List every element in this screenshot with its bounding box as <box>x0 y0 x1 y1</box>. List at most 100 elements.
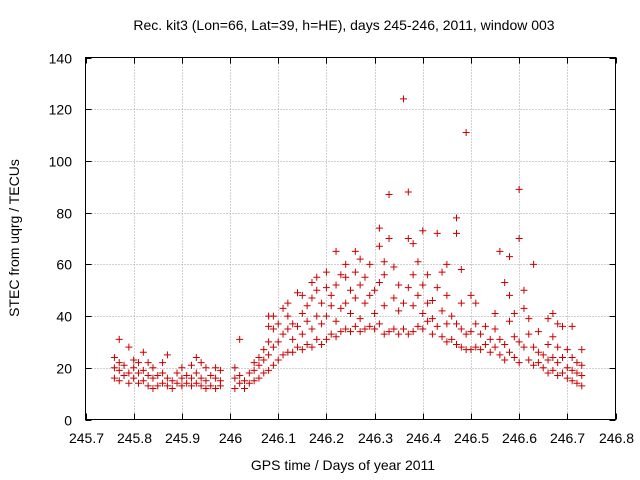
data-point <box>534 359 542 367</box>
data-point <box>491 309 499 317</box>
data-point <box>506 317 513 325</box>
data-point <box>462 330 470 338</box>
data-point <box>486 335 494 343</box>
data-point <box>115 377 123 385</box>
data-point <box>361 299 369 307</box>
y-tick-label: 60 <box>56 257 72 273</box>
data-point <box>294 322 301 330</box>
data-point <box>520 304 528 312</box>
data-point <box>467 346 475 354</box>
data-point <box>342 299 350 307</box>
data-point <box>135 379 142 387</box>
data-point <box>515 185 523 193</box>
data-point <box>375 224 383 232</box>
y-tick-label: 140 <box>49 51 73 67</box>
data-point <box>265 322 273 330</box>
data-point <box>351 268 359 276</box>
data-point <box>347 309 354 317</box>
data-point <box>366 322 374 330</box>
data-point <box>438 268 446 276</box>
data-point <box>188 361 195 369</box>
data-point <box>409 328 417 336</box>
data-point <box>183 379 191 387</box>
data-point <box>356 281 364 289</box>
data-point <box>534 348 542 356</box>
data-point <box>534 328 542 336</box>
data-point <box>380 271 388 279</box>
data-point <box>322 312 330 320</box>
data-point <box>361 325 369 333</box>
data-point <box>207 372 215 380</box>
data-point <box>356 328 364 336</box>
data-point <box>539 364 547 372</box>
y-tick-label: 0 <box>64 413 72 429</box>
data-point <box>573 359 581 367</box>
data-point <box>559 322 566 330</box>
plot-frame <box>85 57 616 420</box>
data-point <box>453 341 460 349</box>
data-point <box>163 382 171 390</box>
data-point <box>424 317 432 325</box>
data-point <box>477 330 485 338</box>
data-point <box>294 289 301 297</box>
data-point <box>530 260 538 268</box>
data-point <box>178 364 186 372</box>
data-point <box>318 299 326 307</box>
data-point <box>568 353 576 361</box>
data-point <box>313 335 321 343</box>
data-point <box>322 284 330 292</box>
data-point <box>289 348 297 356</box>
data-point <box>385 191 393 199</box>
data-point <box>443 320 451 328</box>
data-point <box>231 384 239 392</box>
data-point <box>313 286 321 294</box>
data-point <box>197 374 205 382</box>
data-point <box>255 353 263 361</box>
data-point <box>525 315 533 323</box>
data-point <box>554 372 562 380</box>
data-point <box>380 302 388 310</box>
data-point <box>274 356 282 364</box>
data-point <box>351 247 359 255</box>
data-point <box>163 351 171 359</box>
data-point <box>467 328 475 336</box>
data-point <box>467 291 475 299</box>
data-point <box>207 382 215 390</box>
data-point <box>245 379 253 387</box>
data-point <box>202 384 210 392</box>
x-tick-label: 245.9 <box>165 430 200 446</box>
data-point <box>159 369 167 377</box>
data-point <box>554 359 562 367</box>
data-point <box>149 384 157 392</box>
data-point <box>433 229 441 237</box>
data-point <box>318 341 326 349</box>
data-point <box>549 353 557 361</box>
data-point <box>530 361 538 369</box>
data-point <box>139 366 147 374</box>
data-point <box>298 291 306 299</box>
x-tick-label: 245.8 <box>117 430 152 446</box>
data-point <box>125 369 133 377</box>
data-point <box>110 353 118 361</box>
data-point <box>135 359 142 367</box>
data-point <box>525 356 533 364</box>
data-point <box>236 372 244 380</box>
data-point <box>241 384 248 392</box>
data-point <box>375 278 383 286</box>
data-point <box>289 320 297 328</box>
data-point <box>428 315 436 323</box>
data-point <box>361 273 369 281</box>
data-point <box>260 356 268 364</box>
data-point <box>308 294 316 302</box>
data-point <box>457 299 465 307</box>
chart-title: Rec. kit3 (Lon=66, Lat=39, h=HE), days 2… <box>133 17 554 33</box>
data-point <box>481 322 489 330</box>
data-point <box>409 302 417 310</box>
data-point <box>568 366 576 374</box>
data-point <box>327 302 335 310</box>
data-point <box>549 309 557 317</box>
data-point <box>284 325 292 333</box>
data-point <box>303 341 311 349</box>
data-point <box>472 320 480 328</box>
